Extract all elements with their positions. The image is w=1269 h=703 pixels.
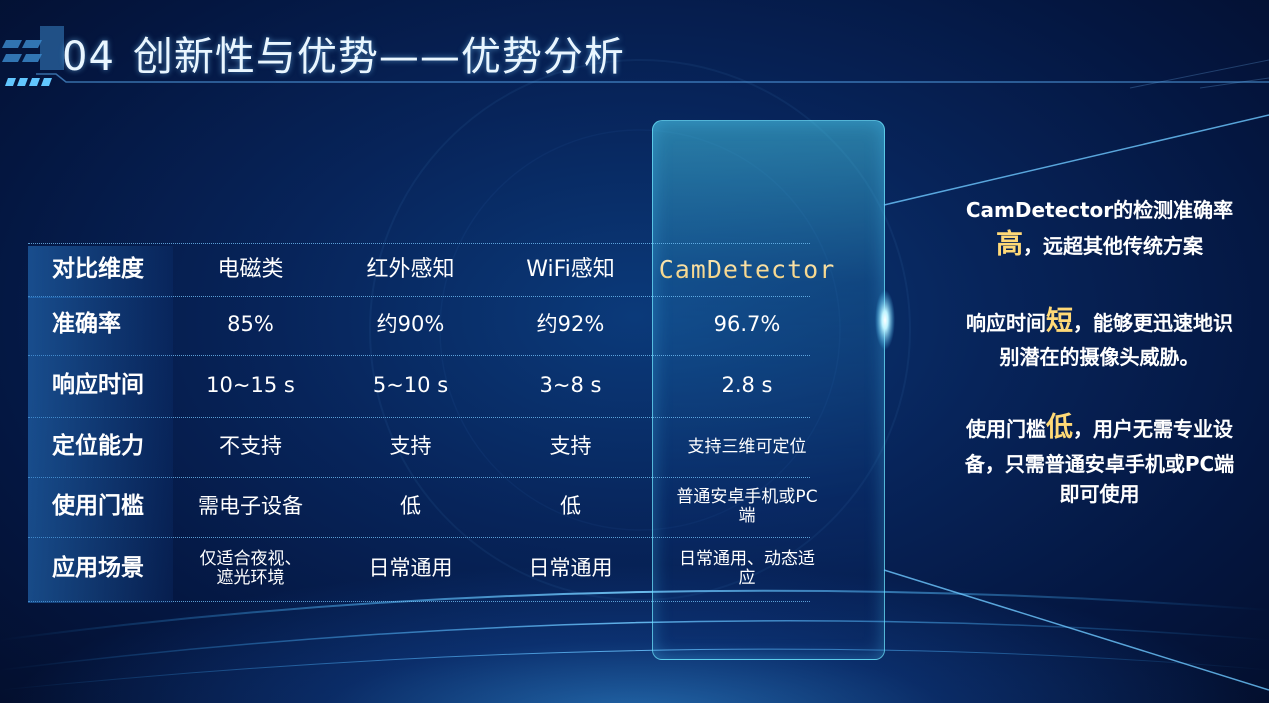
advantage-text: ，用户无需专业设备，只需普通安卓手机或PC端即可使用 bbox=[964, 417, 1235, 506]
table-row: 使用门槛 需电子设备 低 低 普通安卓手机或PC端 bbox=[28, 477, 818, 539]
header-cell-wifi: WiFi感知 bbox=[526, 256, 615, 282]
header-cell-electromagnetic: 电磁类 bbox=[217, 256, 284, 282]
advantage-text: 响应时间 bbox=[966, 310, 1046, 335]
row-header-background bbox=[28, 246, 173, 298]
table-cell: 约90% bbox=[376, 312, 445, 337]
row-label: 准确率 bbox=[52, 311, 121, 338]
row-header-background bbox=[28, 479, 173, 539]
table-cell: 仅适合夜视、遮光环境 bbox=[199, 549, 302, 588]
table-cell: 96.7% bbox=[713, 312, 781, 337]
table-header-row: 对比维度 电磁类 红外感知 WiFi感知 CamDetector bbox=[28, 243, 834, 298]
title-underline bbox=[36, 26, 1269, 83]
camdetector-highlight-column bbox=[652, 120, 885, 660]
table-row: 定位能力 不支持 支持 支持 支持三维可定位 bbox=[28, 417, 810, 479]
advantage-emphasis: 低 bbox=[1046, 412, 1073, 443]
advantage-emphasis: 高 bbox=[996, 229, 1023, 260]
advantage-text: ，远超其他传统方案 bbox=[1023, 234, 1203, 258]
header-cell-camdetector: CamDetector bbox=[654, 244, 840, 296]
table-cell: 日常通用 bbox=[528, 556, 613, 581]
advantage-threshold: 使用门槛低，用户无需专业设备，只需普通安卓手机或PC端即可使用 bbox=[962, 408, 1237, 509]
advantage-response-time: 响应时间短，能够更迅速地识别潜在的摄像头威胁。 bbox=[962, 302, 1237, 373]
row-label: 响应时间 bbox=[52, 372, 144, 399]
title-label: 创新性与优势——优势分析 bbox=[132, 34, 625, 80]
advantage-emphasis: 短 bbox=[1046, 305, 1073, 337]
advantage-text: 使用门槛 bbox=[966, 417, 1046, 441]
row-header-background bbox=[28, 539, 173, 603]
header-cell-dimension: 对比维度 bbox=[52, 256, 144, 283]
table-cell: 3~8 s bbox=[539, 373, 602, 398]
table-cell: 需电子设备 bbox=[198, 494, 303, 519]
table-cell: 85% bbox=[227, 312, 274, 337]
row-label: 应用场景 bbox=[52, 555, 144, 582]
header-cell-infrared: 红外感知 bbox=[366, 256, 455, 282]
advantage-text: ，能够更迅速地识别潜在的摄像头威胁。 bbox=[999, 310, 1234, 370]
table-row: 响应时间 10~15 s 5~10 s 3~8 s 2.8 s bbox=[28, 355, 810, 419]
title-bar: 04 创新性与优势——优势分析 bbox=[0, 14, 1269, 94]
table-cell: 5~10 s bbox=[372, 373, 449, 398]
table-cell: 约92% bbox=[536, 312, 605, 337]
table-cell: 支持三维可定位 bbox=[687, 436, 807, 457]
table-cell: 支持 bbox=[389, 434, 432, 459]
table-cell: 日常通用、动态适应 bbox=[679, 549, 815, 588]
row-header-background bbox=[28, 357, 173, 419]
title-stripes-icon bbox=[2, 40, 52, 86]
row-label: 定位能力 bbox=[52, 433, 144, 460]
table-cell: 2.8 s bbox=[721, 373, 773, 398]
table-cell: 10~15 s bbox=[206, 373, 295, 398]
table-row: 应用场景 仅适合夜视、遮光环境 日常通用 日常通用 日常通用、动态适应 bbox=[28, 537, 815, 603]
section-number: 04 bbox=[62, 34, 115, 80]
table-cell: 普通安卓手机或PC端 bbox=[676, 487, 818, 526]
table-cell: 支持 bbox=[549, 434, 592, 459]
page-title: 04 创新性与优势——优势分析 bbox=[62, 24, 625, 82]
row-header-background bbox=[28, 419, 173, 479]
table-cell: 不支持 bbox=[219, 434, 282, 459]
table-cell: 低 bbox=[560, 494, 581, 519]
advantages-panel: CamDetector的检测准确率高，远超其他传统方案 响应时间短，能够更迅速地… bbox=[962, 195, 1237, 535]
table-cell: 日常通用 bbox=[368, 556, 453, 581]
row-header-background bbox=[28, 297, 173, 357]
advantage-accuracy: CamDetector的检测准确率高，远超其他传统方案 bbox=[962, 195, 1237, 266]
table-cell: 低 bbox=[400, 494, 421, 519]
advantage-text: CamDetector的检测准确率 bbox=[965, 198, 1234, 222]
row-label: 使用门槛 bbox=[52, 493, 144, 520]
table-row: 准确率 85% 约90% 约92% 96.7% bbox=[28, 295, 810, 357]
